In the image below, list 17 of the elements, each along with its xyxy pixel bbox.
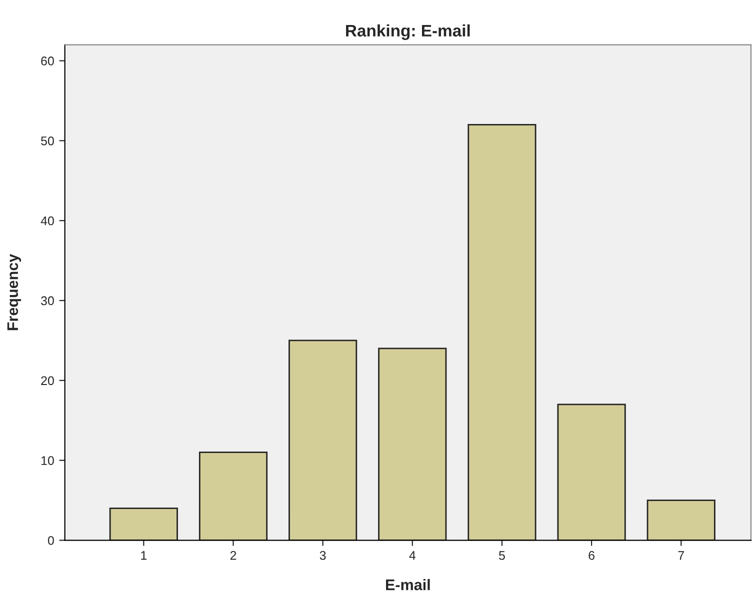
y-tick-label: 60 [41,56,54,66]
x-tick-label: 1 [141,551,147,560]
x-tick-label: 2 [230,551,236,560]
x-axis-title: E-mail [386,579,430,590]
x-tick-label: 4 [409,551,416,560]
y-tick-label: 40 [40,216,54,226]
y-tick-label: 30 [41,296,54,306]
chart-title: Ranking: E-mail [346,24,470,40]
y-tick-label: 50 [41,136,54,146]
x-tick-label: 5 [498,551,505,560]
y-axis-title: Frequency [7,254,22,330]
y-tick-label: 0 [48,536,54,545]
x-tick-label: 3 [320,551,326,560]
x-tick-label: 7 [678,551,684,560]
x-tick-label: 6 [588,551,594,560]
y-tick-label: 20 [41,376,54,386]
y-tick-label: 10 [41,456,54,465]
